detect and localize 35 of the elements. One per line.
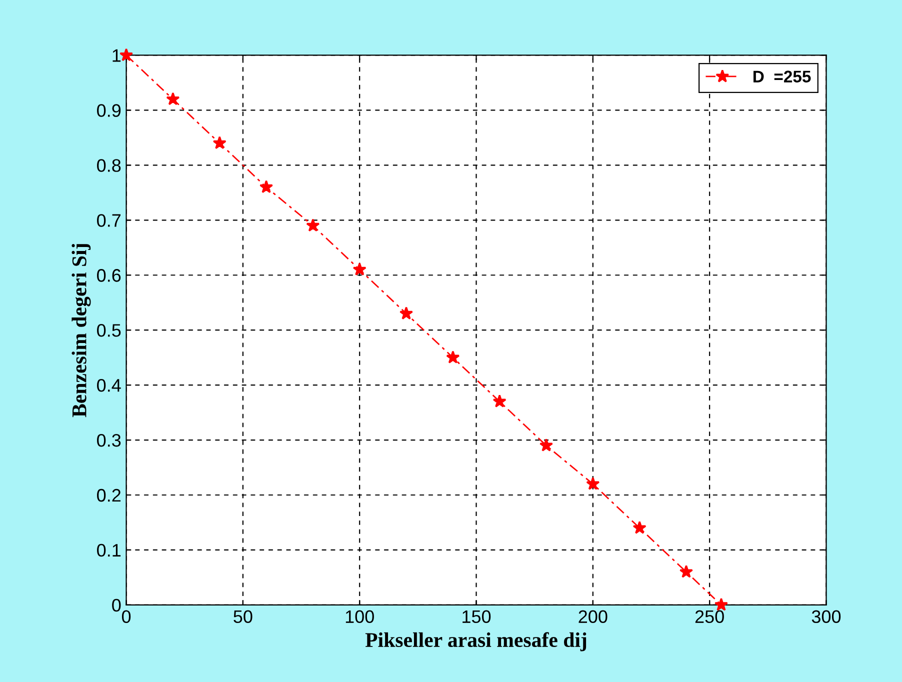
y-tick-label: 0.5 — [97, 324, 121, 337]
x-tick-label: 50 — [234, 610, 252, 624]
x-tick-label: 250 — [695, 610, 724, 624]
y-tick-label: 0.7 — [97, 214, 121, 227]
x-tick-label: 200 — [578, 610, 608, 624]
legend-label: D =255 — [754, 70, 811, 82]
y-axis-title: Benzesim degeri Sij — [72, 244, 91, 418]
point — [714, 598, 728, 611]
point — [212, 136, 226, 150]
y-tick-label: 0.2 — [97, 488, 121, 502]
x-tick-label: 150 — [462, 610, 491, 624]
point — [679, 564, 694, 578]
x-tick-label: 0 — [122, 610, 131, 624]
point — [166, 92, 180, 106]
point — [352, 262, 366, 276]
point — [492, 394, 506, 408]
y-tick-label: 0 — [112, 598, 121, 612]
y-tick-label: 0.9 — [97, 104, 121, 117]
y-tick-label: 1 — [112, 49, 121, 62]
point — [399, 306, 414, 320]
point — [446, 350, 460, 364]
x-tick-label: 100 — [346, 610, 374, 624]
x-axis-title: Pikseller arasi mesafe dij — [365, 632, 586, 652]
y-tick-label: 0.4 — [97, 378, 121, 392]
point — [586, 476, 600, 490]
point — [632, 520, 646, 534]
y-tick-label: 0.6 — [97, 269, 121, 282]
point — [259, 180, 274, 194]
y-tick-label: 0.3 — [97, 434, 121, 447]
y-tick-label: 0.1 — [97, 544, 121, 557]
point — [306, 218, 320, 232]
x-tick-label: 300 — [812, 610, 841, 624]
y-tick-label: 0.8 — [97, 159, 121, 172]
point — [120, 48, 134, 62]
point — [539, 438, 554, 452]
